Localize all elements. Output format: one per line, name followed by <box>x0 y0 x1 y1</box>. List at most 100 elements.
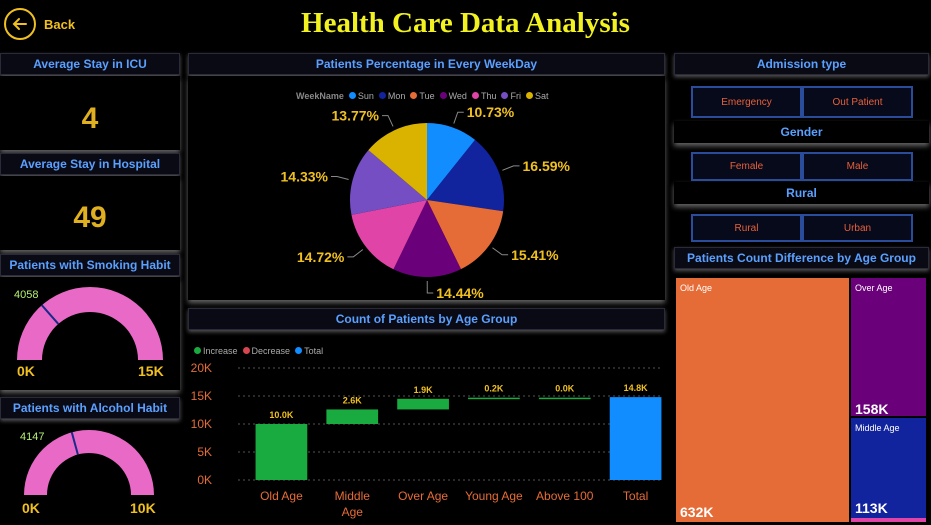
rural-slicer-title: Rural <box>674 182 929 204</box>
legend-item-mon[interactable]: Mon <box>378 91 406 101</box>
pie-leader-line <box>347 249 364 258</box>
pie-slice-sat[interactable] <box>368 123 427 200</box>
back-label: Back <box>44 16 76 32</box>
pie-leader-line <box>331 176 349 181</box>
waterfall-bar[interactable] <box>609 397 662 480</box>
smoking-gauge-title: Patients with Smoking Habit <box>0 254 180 276</box>
gender-slicer-title: Gender <box>674 121 929 143</box>
waterfall-bar[interactable] <box>468 397 520 400</box>
hospital-stay-title: Average Stay in Hospital <box>0 153 180 175</box>
icu-stay-title: Average Stay in ICU <box>0 53 180 75</box>
legend-label: Sun <box>357 91 374 101</box>
legend-item-tue[interactable]: Tue <box>410 91 435 101</box>
slicer-option-female[interactable]: Female <box>691 152 802 181</box>
pie-leader-line <box>502 165 520 171</box>
alcohol-gauge-value: 4147 <box>20 431 45 443</box>
smoking-gauge-track <box>17 287 163 360</box>
treemap-tile-small <box>851 518 926 522</box>
legend-item-total[interactable]: Total <box>295 346 323 356</box>
legend-label: Fri <box>510 91 521 101</box>
pie-data-label: 14.72% <box>297 249 345 265</box>
waterfall-bar[interactable] <box>397 398 449 410</box>
alcohol-gauge-max: 10K <box>130 500 156 516</box>
pie-slice-thu[interactable] <box>351 200 427 270</box>
legend-item-sun[interactable]: Sun <box>348 91 374 101</box>
alcohol-gauge-needle <box>70 432 79 455</box>
x-category-label: Over Age <box>398 489 448 503</box>
legend-item-wed[interactable]: Wed <box>439 91 467 101</box>
legend-item-fri[interactable]: Fri <box>501 91 521 101</box>
y-tick-label: 10K <box>191 417 212 431</box>
treemap-title: Patients Count Difference by Age Group <box>674 247 929 269</box>
icu-stay-value: 4 <box>81 102 99 135</box>
pie-data-label: 16.59% <box>523 158 571 174</box>
waterfall-bar[interactable] <box>326 409 379 424</box>
slicer-option-male[interactable]: Male <box>802 152 913 181</box>
legend-label: Wed <box>448 91 467 101</box>
y-tick-label: 20K <box>191 361 212 375</box>
legend-item-decrease[interactable]: Decrease <box>242 346 290 356</box>
hospital-stay-card <box>0 176 180 250</box>
legend-label: Tue <box>419 91 435 101</box>
waterfall-data-label: 10.0K <box>269 410 294 420</box>
pie-legend-title: WeekName <box>296 91 344 101</box>
pie-slice-mon[interactable] <box>427 139 505 212</box>
treemap-value: 158K <box>855 401 889 417</box>
pie-data-label: 14.44% <box>436 285 484 300</box>
waterfall-bar[interactable] <box>538 397 591 400</box>
treemap-value: 113K <box>855 500 888 516</box>
waterfall-data-label: 0.2K <box>484 384 504 394</box>
x-category-label: Young Age <box>465 489 523 503</box>
pie-leader-line <box>453 111 464 124</box>
x-category-label: Above 100 <box>536 489 594 503</box>
legend-item-thu[interactable]: Thu <box>471 91 497 101</box>
pie-slice-tue[interactable] <box>427 200 504 270</box>
pie-slice-wed[interactable] <box>393 200 461 277</box>
legend-label: Increase <box>203 346 238 356</box>
pie-leader-line <box>492 247 509 256</box>
smoking-gauge-needle <box>41 304 60 325</box>
legend-item-increase[interactable]: Increase <box>194 346 238 356</box>
slicer-option-out-patient[interactable]: Out Patient <box>802 86 913 118</box>
pie-slice-sun[interactable] <box>427 123 476 200</box>
pie-chart-title: Patients Percentage in Every WeekDay <box>188 53 665 75</box>
x-category-label: Total <box>623 489 648 503</box>
alcohol-gauge-track <box>24 430 154 495</box>
pie-leader-line <box>426 280 434 294</box>
waterfall-chart-title: Count of Patients by Age Group <box>188 308 665 330</box>
treemap-tile-old-age[interactable] <box>676 278 849 522</box>
legend-label: Mon <box>387 91 406 101</box>
slicer-option-urban[interactable]: Urban <box>802 214 913 242</box>
icu-stay-card <box>0 76 180 150</box>
weekday-pie-chart: 10.73% 16.59% 15.41% 14.44% 14.72% 14.33% 13.7… <box>281 104 571 300</box>
legend-label: Total <box>304 346 324 356</box>
waterfall-data-label: 0.0K <box>555 384 575 394</box>
pie-leader-line <box>382 115 394 127</box>
hospital-stay-value: 49 <box>73 201 107 234</box>
pie-data-label: 10.73% <box>467 104 515 120</box>
waterfall-data-label: 14.8K <box>624 383 649 393</box>
pie-legend: WeekName Sun Mon Tue Wed Thu Fri Sat <box>296 91 548 101</box>
x-category-label: Age <box>342 505 364 519</box>
pie-data-label: 14.33% <box>281 169 329 185</box>
legend-item-sat[interactable]: Sat <box>525 91 549 101</box>
waterfall-legend: Increase Decrease Total <box>194 346 323 356</box>
back-button[interactable]: Back <box>4 6 84 42</box>
legend-label: Thu <box>480 91 497 101</box>
arrow-left-icon <box>4 8 36 40</box>
waterfall-data-label: 2.6K <box>343 395 363 405</box>
treemap-value: 632K <box>680 504 714 520</box>
slicer-option-emergency[interactable]: Emergency <box>691 86 802 118</box>
x-category-label: Middle <box>335 489 371 503</box>
alcohol-gauge-title: Patients with Alcohol Habit <box>0 397 180 419</box>
alcohol-gauge <box>24 430 154 495</box>
legend-label: Sat <box>534 91 549 101</box>
page-title: Health Care Data Analysis <box>301 7 630 39</box>
alcohol-gauge-min: 0K <box>22 500 40 516</box>
waterfall-bar[interactable] <box>255 424 308 480</box>
age-group-waterfall-chart: 0K 5K 10K 15K 20K 10.0K Old Age 2.6K Middle Age 1.… <box>191 361 663 519</box>
treemap-tile-middle-age[interactable] <box>851 418 926 518</box>
slicer-option-rural[interactable]: Rural <box>691 214 802 242</box>
pie-slice-fri[interactable] <box>350 150 427 215</box>
treemap-tile-over-age[interactable] <box>851 278 926 416</box>
